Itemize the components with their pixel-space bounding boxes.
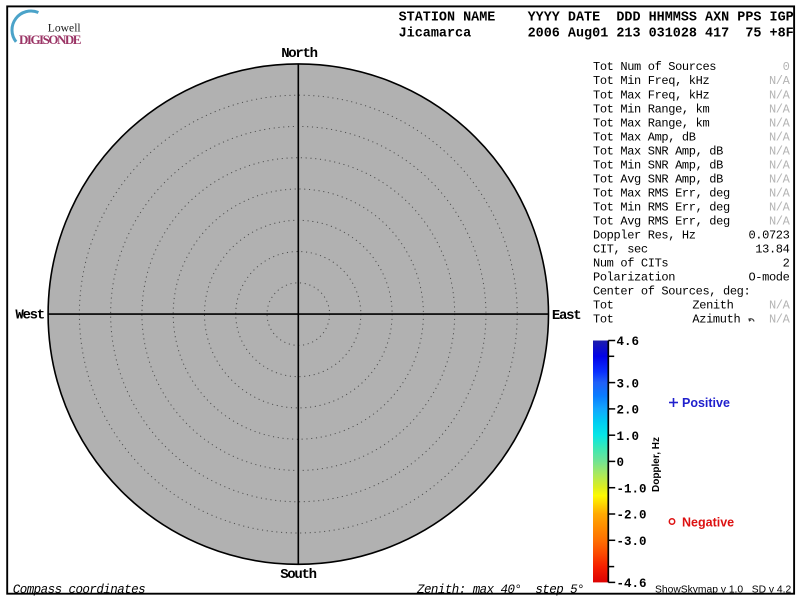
svg-text:Doppler, Hz: Doppler, Hz	[651, 437, 662, 492]
svg-text:N/A: N/A	[769, 144, 791, 158]
svg-text:Tot Max Freq, kHz: Tot Max Freq, kHz	[593, 88, 709, 102]
svg-text:Negative: Negative	[682, 516, 734, 530]
svg-text:N/A: N/A	[769, 299, 791, 313]
svg-text:-1.0: -1.0	[617, 482, 647, 496]
svg-text:0: 0	[617, 456, 625, 470]
svg-text:Positive: Positive	[682, 396, 730, 410]
svg-text:Tot Min SNR Amp, dB: Tot Min SNR Amp, dB	[593, 158, 723, 172]
svg-text:Polarization: Polarization	[593, 271, 675, 285]
svg-text:West: West	[15, 307, 44, 323]
svg-text:N/A: N/A	[769, 130, 791, 144]
svg-text:2: 2	[783, 257, 790, 271]
svg-text:N/A: N/A	[769, 158, 791, 172]
svg-text:North: North	[281, 46, 317, 62]
svg-text:Tot Max Amp, dB: Tot Max Amp, dB	[593, 130, 696, 144]
svg-text:East: East	[552, 308, 581, 324]
svg-text:STATION NAME YYYY DATE DDD: STATION NAME YYYY DATE DDD HHMMSS AXN PP…	[399, 11, 794, 26]
svg-text:Tot Avg RMS Err, deg: Tot Avg RMS Err, deg	[593, 215, 730, 229]
svg-text:Doppler Res, Hz: Doppler Res, Hz	[593, 229, 696, 243]
svg-text:N/A: N/A	[769, 102, 791, 116]
svg-text:CIT, sec: CIT, sec	[593, 243, 648, 257]
svg-text:N/A: N/A	[769, 74, 791, 88]
svg-text:N/A: N/A	[769, 313, 791, 327]
svg-text:2.0: 2.0	[617, 404, 640, 418]
svg-text:Tot: Tot	[593, 299, 614, 313]
svg-text:Num of CITs: Num of CITs	[593, 257, 668, 271]
svg-text:Lowell: Lowell	[48, 22, 81, 35]
svg-text:Tot Num of Sources: Tot Num of Sources	[593, 60, 716, 74]
svg-text:Zenith: max 40° step 5°: Zenith: max 40° step 5°	[416, 583, 584, 597]
svg-text:Tot: Tot	[593, 313, 614, 327]
svg-text:Tot Avg SNR Amp, dB: Tot Avg SNR Amp, dB	[593, 172, 723, 186]
svg-text:4.6: 4.6	[617, 335, 640, 349]
svg-text:Tot Max Range, km: Tot Max Range, km	[593, 116, 709, 130]
svg-text:N/A: N/A	[769, 215, 791, 229]
svg-text:Center of Sources, deg:: Center of Sources, deg:	[593, 285, 750, 299]
svg-text:Jicamarca 2006 Aug01 213: Jicamarca 2006 Aug01 213 031028 417 75 +…	[399, 26, 794, 41]
svg-text:Zenith: Zenith	[692, 299, 733, 313]
svg-text:1.0: 1.0	[617, 430, 640, 444]
svg-text:Compass coordinates: Compass coordinates	[13, 583, 145, 597]
svg-text:Tot Max SNR Amp, dB: Tot Max SNR Amp, dB	[593, 144, 723, 158]
svg-text:Tot Min Freq, kHz: Tot Min Freq, kHz	[593, 74, 709, 88]
svg-text:Tot Min RMS Err, deg: Tot Min RMS Err, deg	[593, 201, 730, 215]
svg-text:N/A: N/A	[769, 187, 791, 201]
svg-text:DIGISONDE: DIGISONDE	[19, 32, 81, 47]
svg-text:Azimuth: Azimuth	[692, 313, 740, 327]
svg-text:O-mode: O-mode	[748, 271, 789, 285]
svg-text:3.0: 3.0	[617, 377, 640, 391]
svg-text:N/A: N/A	[769, 116, 791, 130]
svg-text:13.84: 13.84	[755, 243, 789, 257]
svg-text:-2.0: -2.0	[617, 509, 647, 523]
svg-text:-4.6: -4.6	[617, 577, 647, 591]
svg-text:Tot Max RMS Err, deg: Tot Max RMS Err, deg	[593, 187, 730, 201]
svg-text:ShowSkymap v 1.0 SD v 4.2: ShowSkymap v 1.0 SD v 4.2	[655, 585, 791, 596]
svg-text:N/A: N/A	[769, 172, 791, 186]
svg-text:0: 0	[783, 60, 790, 74]
svg-text:-3.0: -3.0	[617, 535, 647, 549]
svg-text:Tot Min Range, km: Tot Min Range, km	[593, 102, 709, 116]
svg-text:N/A: N/A	[769, 88, 791, 102]
svg-text:0.0723: 0.0723	[748, 229, 789, 243]
svg-text:South: South	[280, 567, 316, 583]
svg-text:N/A: N/A	[769, 201, 791, 215]
